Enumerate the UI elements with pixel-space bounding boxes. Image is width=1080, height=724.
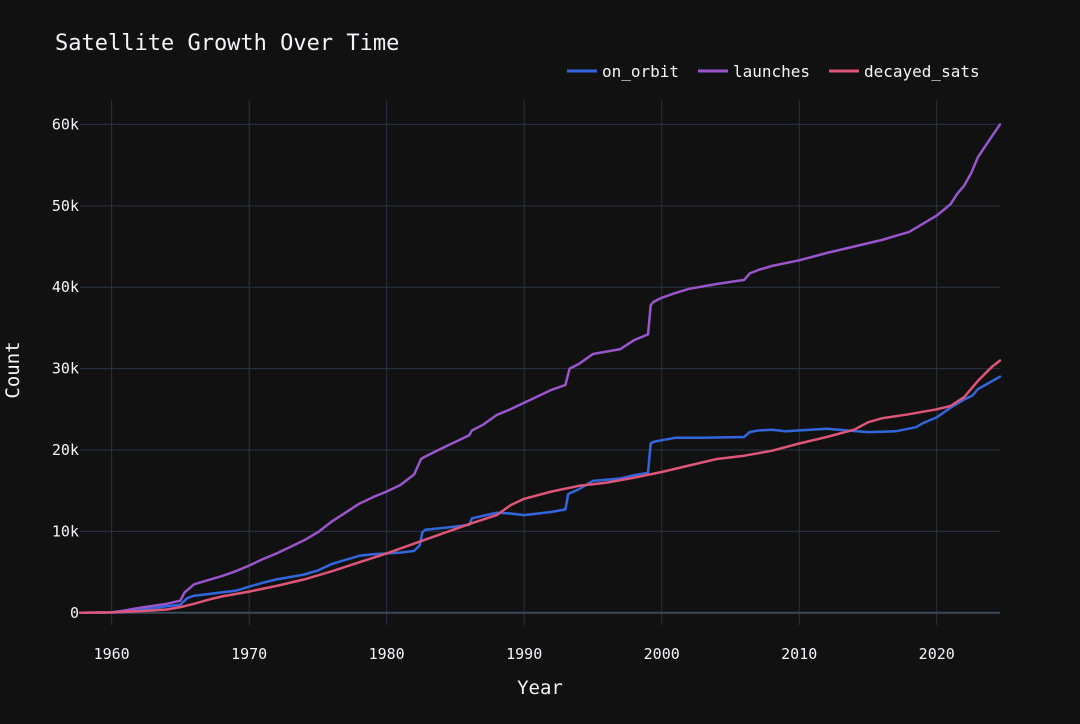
y-tick-label: 0 <box>70 604 79 622</box>
axes: 1960 1970 1980 1990 2000 2010 2020 0 10k 20k 30k 40… <box>52 115 955 663</box>
x-tick-label: 1980 <box>369 645 405 663</box>
x-tick-label: 1960 <box>94 645 130 663</box>
legend-item-on_orbit[interactable]: on_orbit <box>567 62 679 81</box>
series-line-decayed_sats[interactable] <box>78 359 1002 615</box>
legend-item-launches[interactable]: launches <box>698 62 810 81</box>
x-tick-label: 2000 <box>644 645 680 663</box>
legend[interactable]: on_orbit launches decayed_sats <box>567 62 980 81</box>
series-lines <box>78 123 1002 615</box>
y-tick-label: 60k <box>52 115 79 133</box>
legend-label: on_orbit <box>602 62 679 81</box>
y-tick-label: 50k <box>52 197 79 215</box>
y-tick-label: 30k <box>52 360 79 378</box>
y-axis-title: Count <box>2 341 24 398</box>
grid-lines <box>80 100 1000 625</box>
x-tick-label: 2010 <box>781 645 817 663</box>
x-tick-label: 1970 <box>231 645 267 663</box>
y-tick-label: 40k <box>52 278 79 296</box>
legend-label: launches <box>733 62 810 81</box>
legend-label: decayed_sats <box>864 62 980 81</box>
chart-title: Satellite Growth Over Time <box>55 31 399 56</box>
y-tick-label: 10k <box>52 522 79 540</box>
series-line-launches[interactable] <box>78 123 1002 615</box>
legend-item-decayed_sats[interactable]: decayed_sats <box>829 62 980 81</box>
x-tick-label: 2020 <box>919 645 955 663</box>
series-line-on_orbit[interactable] <box>78 375 1002 615</box>
x-axis-title: Year <box>517 677 563 699</box>
y-tick-label: 20k <box>52 441 79 459</box>
x-tick-label: 1990 <box>506 645 542 663</box>
